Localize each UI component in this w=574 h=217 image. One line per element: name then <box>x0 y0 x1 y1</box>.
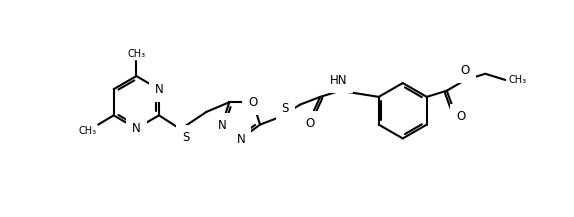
Text: O: O <box>456 110 466 123</box>
Text: CH₃: CH₃ <box>79 126 96 136</box>
Text: S: S <box>282 102 289 115</box>
Text: N: N <box>132 122 141 135</box>
Text: N: N <box>236 133 246 146</box>
Text: O: O <box>460 64 470 77</box>
Text: N: N <box>154 83 164 96</box>
Text: CH₃: CH₃ <box>509 75 526 85</box>
Text: O: O <box>248 96 257 109</box>
Text: O: O <box>305 117 315 130</box>
Text: S: S <box>182 131 189 144</box>
Text: CH₃: CH₃ <box>127 49 145 59</box>
Text: N: N <box>218 119 226 132</box>
Text: HN: HN <box>330 74 347 87</box>
